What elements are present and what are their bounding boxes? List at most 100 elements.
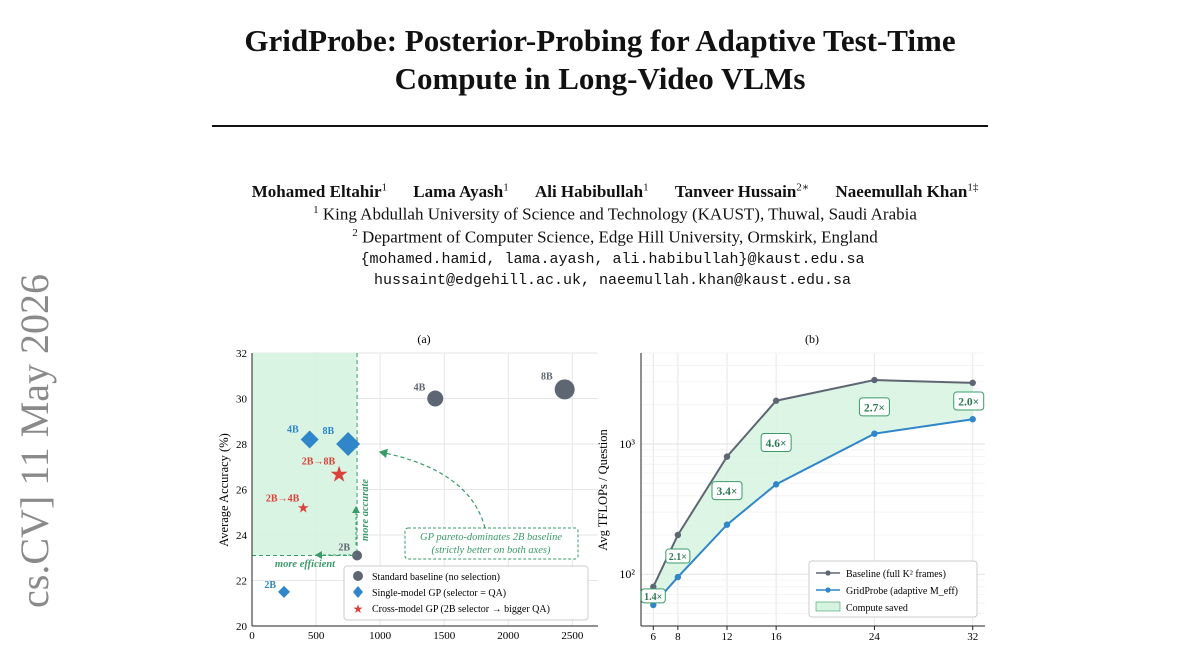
gridprobe-point (871, 430, 878, 437)
panel-a: (a) 0 500 1000 1500 2000 2500 20 22 24 26 28 30 32 A… (217, 332, 598, 642)
panel-b: (b) 6 8 12 16 24 32 10² 10³ Avg TFLOPs / Questi… (596, 332, 985, 643)
legend-baseline-b: Baseline (full K² frames) (846, 569, 946, 580)
x-tick-label: 12 (722, 631, 733, 643)
savings-label: 2.1× (669, 552, 687, 563)
y-tick-label: 32 (236, 348, 247, 360)
author-4: Tanveer Hussain2∗ (674, 181, 810, 201)
legend-baseline-marker (353, 571, 363, 581)
more-accurate-label: more accurate (360, 479, 371, 541)
baseline-2B-point (352, 550, 363, 561)
author-1: Mohamed Eltahir1 (251, 181, 388, 201)
baseline-point (969, 379, 976, 387)
savings-badge (665, 548, 691, 564)
author-2: Lama Ayash1 (413, 181, 509, 201)
point-label: 2B→4B (266, 494, 300, 505)
panel-b-marks: 1.4× 2.1× 3.4× 4.6× 2.7× 2.0× (640, 376, 985, 609)
point-label: 4B (287, 424, 299, 435)
x-tick-label: 1000 (369, 630, 392, 642)
y-tick-label: 28 (236, 439, 248, 451)
x-tick-label: 500 (308, 630, 325, 642)
legend-cross: Cross-model GP (2B selector → bigger QA) (372, 604, 550, 615)
panel-a-annotations: GP pareto-dominates 2B baseline (strictl… (275, 448, 579, 570)
y-tick-label: 22 (236, 576, 247, 588)
x-tick-label: 24 (869, 631, 881, 643)
panel-b-ticks: 6 8 12 16 24 32 10² 10³ (619, 437, 978, 643)
x-tick-label: 6 (651, 631, 657, 643)
title-rule (212, 125, 988, 127)
legend-compute-saved: Compute saved (846, 603, 908, 614)
savings-label: 2.0× (958, 397, 979, 409)
baseline-point (871, 376, 878, 384)
dominance-note-sub: (strictly better on both axes) (432, 545, 551, 556)
panel-a-legend: Standard baseline (no selection) Single-… (343, 565, 589, 621)
point-label: 8B (322, 426, 334, 437)
author-3: Ali Habibullah1 (534, 181, 649, 201)
single-gp-4B-point (300, 430, 319, 449)
emails-line-2: hussaint@edgehill.ac.uk, naeemullah.khan… (373, 272, 852, 289)
baseline-point (723, 453, 731, 460)
savings-badge (711, 481, 743, 501)
legend-gridprobe-b-marker (825, 587, 831, 593)
panel-b-legend: Baseline (full K² frames) GridProbe (ada… (808, 560, 978, 618)
panel-a-ylabel: Average Accuracy (%) (217, 433, 231, 547)
cross-gp-2B→4B-point: ★ (297, 502, 310, 517)
single-gp-8B-point (336, 432, 361, 456)
y-tick-label: 10² (619, 567, 635, 581)
legend-baseline: Standard baseline (no selection) (372, 572, 500, 583)
author-5: Naeemullah Khan1‡ (835, 181, 979, 201)
baseline-line (652, 379, 973, 588)
y-tick-label: 20 (236, 621, 248, 633)
legend-single-marker (353, 586, 363, 598)
y-tick-label: 30 (236, 394, 248, 406)
emails-line-1: {mohamed.hamid, lama.ayash, ali.habibull… (360, 251, 865, 268)
legend-baseline-b-marker (825, 570, 831, 576)
x-tick-label: 8 (675, 631, 681, 643)
baseline-4B-point (427, 390, 444, 407)
legend-gridprobe-b: GridProbe (adaptive M_eff) (846, 586, 958, 597)
savings-label: 3.4× (717, 486, 738, 498)
x-tick-label: 2500 (561, 630, 584, 642)
author-list: Mohamed Eltahir1 Lama Ayash1 Ali Habibul… (0, 180, 1200, 202)
panel-b-label: (b) (805, 332, 819, 346)
legend-fill-swatch (815, 601, 841, 612)
point-label: 2B→8B (302, 457, 336, 468)
panel-b-ylabel: Avg TFLOPs / Question (596, 429, 610, 551)
single-gp-2B-point (278, 585, 291, 598)
legend-single: Single-model GP (selector = QA) (372, 588, 506, 599)
paper-title: GridProbe: Posterior-Probing for Adaptiv… (0, 22, 1200, 98)
gridprobe-point (969, 416, 976, 423)
x-tick-label: 2000 (497, 630, 520, 642)
gridprobe-point (674, 573, 682, 581)
dominance-region (252, 353, 358, 556)
x-tick-label: 1500 (433, 630, 456, 642)
x-tick-label: 0 (249, 630, 255, 642)
title-line-2: Compute in Long-Video VLMs (394, 61, 806, 96)
more-efficient-label: more efficient (275, 559, 336, 570)
baseline-point (772, 397, 780, 404)
gridprobe-line (652, 418, 973, 606)
y-tick-label: 26 (236, 485, 248, 497)
affiliation-1: 1 King Abdullah University of Science an… (313, 204, 917, 224)
panel-b-axes (640, 353, 985, 627)
savings-label: 1.4× (644, 592, 662, 603)
legend-cross-marker: ★ (353, 602, 364, 616)
savings-label: 2.7× (864, 402, 885, 414)
x-tick-label: 32 (967, 631, 978, 643)
baseline-point (674, 531, 682, 539)
dominance-note: GP pareto-dominates 2B baseline (420, 532, 562, 543)
cross-gp-2B→8B-point: ★ (329, 461, 349, 486)
gridprobe-point (772, 481, 780, 488)
savings-badge (858, 397, 890, 417)
panel-a-label: (a) (417, 332, 430, 346)
x-tick-label: 16 (771, 631, 783, 643)
gridprobe-point (723, 521, 731, 528)
savings-label: 4.6× (766, 438, 787, 450)
savings-badge (953, 391, 985, 411)
point-label: 4B (414, 383, 426, 394)
point-label: 2B (338, 542, 350, 553)
baseline-8B-point (554, 379, 575, 400)
savings-badge (760, 433, 792, 453)
y-tick-label: 10³ (619, 437, 635, 451)
